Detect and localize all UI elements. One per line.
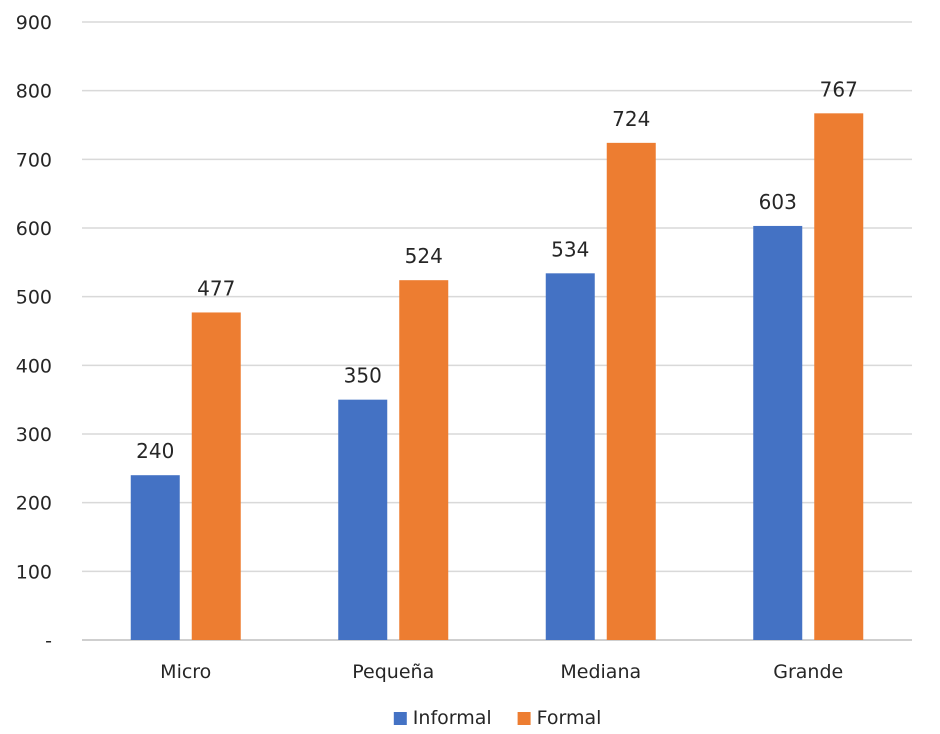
bar-formal-1 <box>399 280 449 640</box>
category-label: Mediana <box>560 661 641 683</box>
y-axis-tick-labels: - 100 200 300 400 500 600 700 800 900 <box>16 12 52 652</box>
data-labels: 240 477 350 524 534 724 603 767 <box>136 77 858 463</box>
y-tick-label: 800 <box>16 81 52 103</box>
legend-swatch-informal <box>393 712 407 725</box>
legend-swatch-formal <box>517 712 531 725</box>
category-label: Grande <box>773 661 843 683</box>
legend-label-formal: Formal <box>537 707 602 729</box>
y-tick-label: 600 <box>16 218 52 240</box>
x-axis-category-labels: Micro Pequeña Mediana Grande <box>160 661 843 683</box>
category-label: Micro <box>160 661 211 683</box>
legend: Informal Formal <box>393 707 602 729</box>
y-tick-label: 700 <box>16 149 52 171</box>
bar-formal-2 <box>606 142 656 640</box>
bars <box>130 113 864 641</box>
data-label: 724 <box>612 107 650 131</box>
bar-formal-3 <box>814 113 864 641</box>
data-label: 477 <box>197 276 235 300</box>
category-label: Pequeña <box>352 661 434 683</box>
y-tick-label: 400 <box>16 355 52 377</box>
data-label: 603 <box>759 190 797 214</box>
bar-informal-3 <box>753 225 803 640</box>
bar-informal-2 <box>545 273 595 640</box>
y-tick-label: 900 <box>16 12 52 34</box>
data-label: 524 <box>405 244 443 268</box>
bar-informal-0 <box>130 475 180 640</box>
data-label: 240 <box>136 439 174 463</box>
data-label: 767 <box>820 77 858 101</box>
bar-informal-1 <box>338 399 388 640</box>
data-label: 350 <box>344 364 382 388</box>
y-tick-label: 300 <box>16 424 52 446</box>
data-label: 534 <box>551 237 589 261</box>
y-tick-label: 100 <box>16 561 52 583</box>
y-tick-label: 200 <box>16 493 52 515</box>
bar-formal-0 <box>191 312 241 640</box>
legend-label-informal: Informal <box>413 707 492 729</box>
y-tick-label: - <box>45 630 52 652</box>
y-tick-label: 500 <box>16 287 52 309</box>
